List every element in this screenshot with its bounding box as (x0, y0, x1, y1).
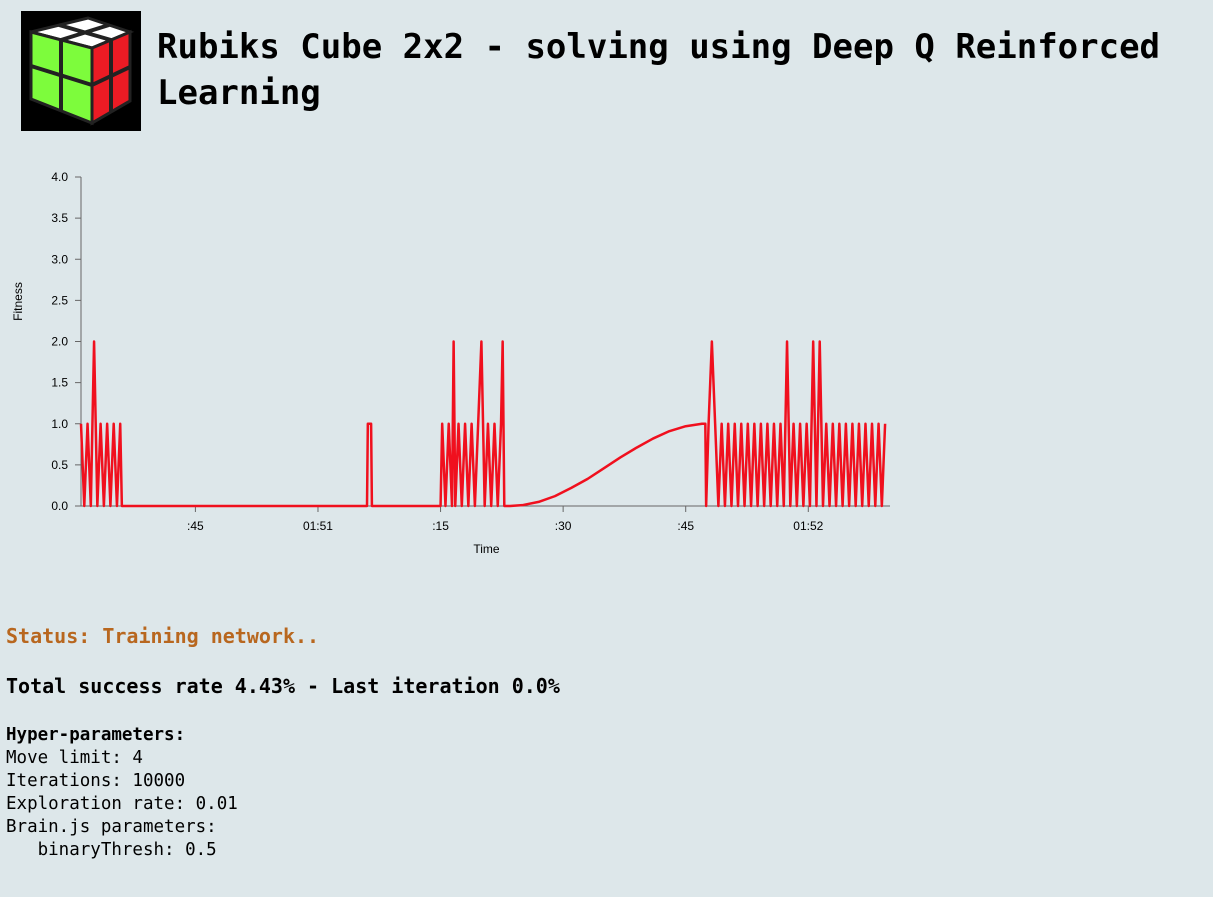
y-tick-label: 2.0 (51, 335, 68, 349)
y-tick-label: 0.5 (51, 458, 68, 472)
hyperparameter-line: Iterations: 10000 (6, 771, 186, 791)
y-tick-label: 4.0 (51, 170, 68, 184)
y-axis-title: Fitness (11, 282, 25, 321)
x-axis-title: Time (473, 542, 500, 556)
x-tick-label: :30 (555, 519, 572, 533)
hyperparameter-line: Move limit: 4 (6, 748, 143, 768)
hyperparameters: Hyper-parameters: Move limit: 4 Iterations… (6, 724, 238, 862)
y-tick-label: 1.0 (51, 417, 68, 431)
hyperparameters-heading: Hyper-parameters: (6, 725, 186, 745)
x-tick-label: :45 (187, 519, 204, 533)
chart: 0.0 0.5 1.0 1.5 2.0 2.5 3.0 3.5 4.0 :45 01:51 :15 :3… (11, 170, 890, 556)
x-tick-label: 01:51 (303, 519, 333, 533)
status: Status: Training network.. (6, 624, 320, 648)
hyperparameter-line: Exploration rate: 0.01 (6, 794, 238, 814)
x-tick-label: :45 (677, 519, 694, 533)
logo (21, 11, 141, 131)
y-tick-label: 2.5 (51, 293, 68, 307)
y-tick-label: 0.0 (51, 499, 68, 513)
y-tick-label: 1.5 (51, 376, 68, 390)
hyperparameter-line: Brain.js parameters: (6, 817, 217, 837)
x-tick-label: :15 (432, 519, 449, 533)
y-tick-label: 3.5 (51, 211, 68, 225)
fitness-line (79, 340, 887, 508)
page-title: Rubiks Cube 2x2 - solving using Deep Q R… (157, 27, 1161, 113)
x-tick-label: 01:52 (793, 519, 823, 533)
success-rate: Total success rate 4.43% - Last iteratio… (6, 674, 560, 698)
y-tick-label: 3.0 (51, 252, 68, 266)
hyperparameter-line: binaryThresh: 0.5 (6, 840, 217, 860)
